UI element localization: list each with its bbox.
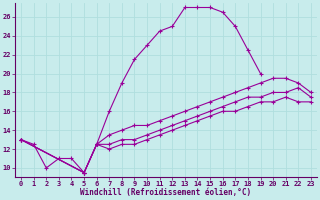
X-axis label: Windchill (Refroidissement éolien,°C): Windchill (Refroidissement éolien,°C) <box>80 188 252 197</box>
